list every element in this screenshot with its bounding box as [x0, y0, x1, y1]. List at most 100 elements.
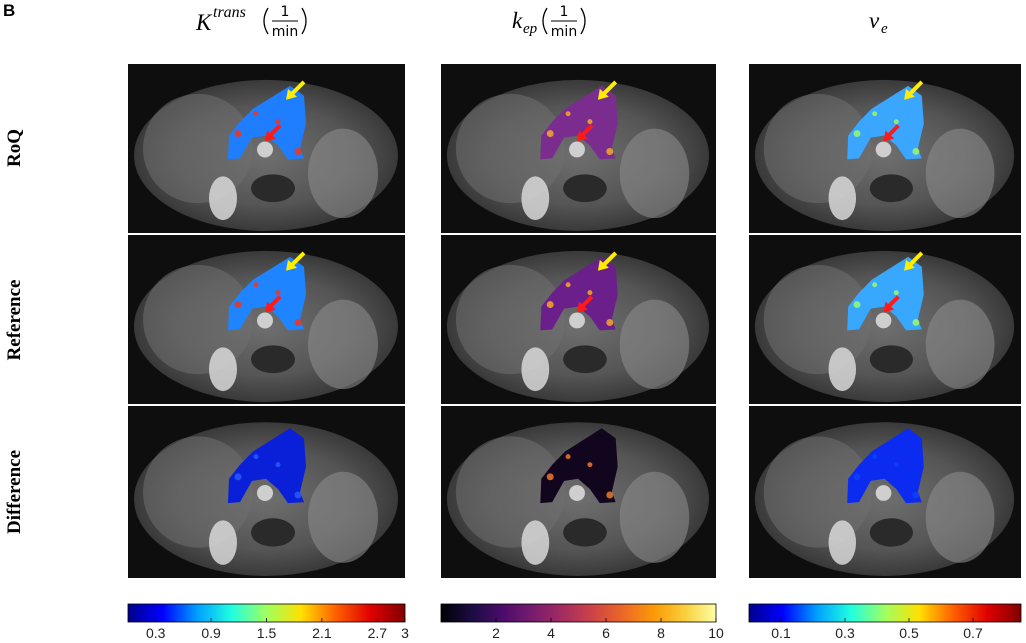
colorbar-tick-label: 2.1 — [312, 625, 332, 641]
colorbar-tick-label: 1.5 — [257, 625, 277, 641]
header-subscript: ep — [523, 21, 538, 37]
panel-label: B — [3, 1, 15, 20]
anatomy — [869, 518, 913, 547]
anatomy — [209, 520, 237, 565]
image-grid — [128, 64, 1021, 578]
parameter-overlay — [540, 256, 618, 331]
paren — [580, 7, 586, 35]
anatomy — [619, 299, 690, 390]
colorbar-tick-label: 0.3 — [146, 625, 166, 641]
overlay-hotspot — [234, 130, 242, 138]
colorbar-tick-label: 2.7 — [368, 625, 388, 641]
overlay-hotspot — [294, 318, 302, 326]
anatomy — [455, 93, 566, 204]
overlay-hotspot — [587, 290, 593, 296]
anatomy — [763, 436, 872, 548]
colorbar — [440, 603, 717, 623]
parameter-overlay — [847, 256, 924, 331]
colorbar-tick-label: 10 — [708, 625, 724, 641]
overlay-hotspot — [893, 290, 899, 296]
spine — [569, 141, 585, 158]
overlay-hotspot — [893, 462, 899, 468]
anatomy — [521, 347, 550, 392]
parameter-overlay — [540, 428, 618, 504]
overlay-hotspot — [912, 148, 920, 155]
anatomy — [828, 520, 857, 565]
anatomy — [209, 347, 237, 392]
anatomy — [251, 518, 295, 547]
colorbar-tick-label: 0.7 — [963, 625, 983, 641]
anatomy — [763, 264, 872, 375]
anatomy — [828, 176, 857, 221]
overlay-hotspot — [546, 301, 554, 309]
anatomy — [308, 299, 378, 390]
header-symbol: k — [512, 8, 523, 33]
overlay-hotspot — [872, 111, 878, 117]
anatomy — [925, 299, 995, 390]
overlay-hotspot — [234, 301, 242, 309]
spine — [569, 485, 585, 501]
row-label: Difference — [4, 450, 25, 534]
anatomy — [521, 176, 550, 221]
arrow-red — [265, 301, 276, 313]
colorbar-tick-label: 0.9 — [201, 625, 221, 641]
overlay-hotspot — [587, 462, 593, 468]
arrow-red — [883, 130, 895, 142]
paren — [542, 7, 548, 35]
anatomy — [455, 436, 566, 548]
overlay-hotspot — [294, 491, 302, 499]
unit-numerator: 1 — [560, 4, 569, 20]
anatomy — [619, 128, 690, 219]
arrow-yellow — [286, 88, 297, 100]
anatomy — [563, 174, 607, 203]
overlay-hotspot — [565, 111, 571, 117]
arrow-red — [883, 301, 895, 313]
spine — [257, 485, 273, 502]
spine — [257, 312, 273, 329]
overlay-hotspot — [872, 454, 878, 460]
arrow-red — [580, 295, 594, 309]
arrow-yellow — [908, 80, 924, 96]
anatomy — [563, 518, 607, 547]
overlay-hotspot — [606, 319, 614, 326]
arrow-yellow — [904, 259, 915, 271]
overlay-hotspot — [275, 119, 281, 125]
anatomy — [455, 264, 566, 375]
anatomy — [308, 471, 378, 563]
arrow-red — [265, 130, 276, 142]
overlay-hotspot — [294, 147, 302, 155]
row-label: RoQ — [4, 129, 25, 167]
colorbar-tick-label: 8 — [657, 625, 665, 641]
anatomy — [763, 93, 872, 204]
anatomy — [521, 520, 550, 565]
anatomy — [143, 264, 253, 375]
arrow-red — [268, 124, 282, 138]
overlay-hotspot — [546, 473, 554, 481]
overlay-hotspot — [565, 282, 571, 288]
arrow-yellow — [602, 251, 618, 267]
overlay-hotspot — [253, 282, 259, 288]
arrow-yellow — [290, 80, 306, 96]
parameter-overlay — [847, 85, 924, 160]
overlay-hotspot — [872, 282, 878, 288]
parameter-overlay — [228, 85, 306, 160]
arrow-yellow — [908, 251, 924, 267]
spine — [875, 485, 892, 501]
arrow-red — [886, 295, 900, 309]
overlay-hotspot — [546, 130, 554, 138]
paren — [301, 7, 307, 35]
overlay-hotspot — [853, 301, 861, 309]
anatomy — [869, 174, 913, 203]
overlay-hotspot — [275, 290, 281, 296]
parameter-overlay — [847, 428, 924, 504]
header-symbol: v — [869, 8, 880, 33]
overlay-hotspot — [253, 454, 259, 460]
anatomy — [251, 345, 295, 374]
overlay-hotspot — [587, 119, 593, 125]
overlay-hotspot — [853, 130, 861, 138]
spine — [569, 312, 585, 329]
paren — [263, 7, 269, 35]
row-label: Reference — [4, 280, 25, 361]
overlay-hotspot — [565, 454, 571, 460]
